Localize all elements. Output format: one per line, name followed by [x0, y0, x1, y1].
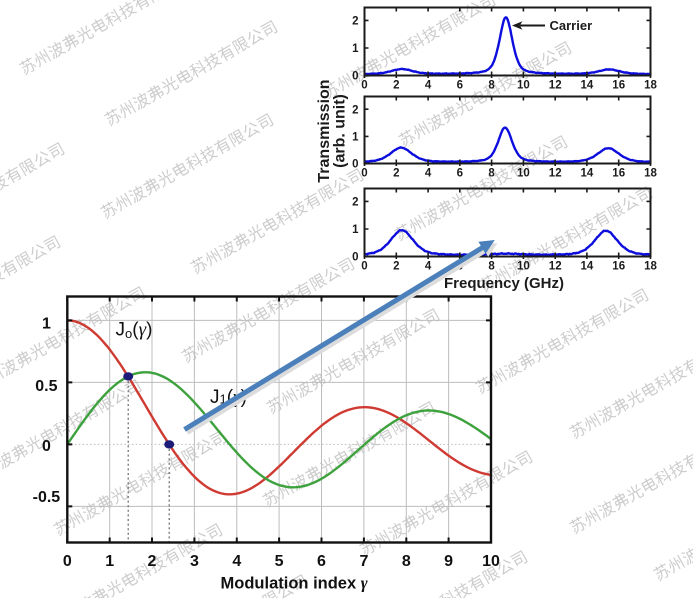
svg-text:0: 0 — [361, 80, 367, 92]
svg-text:6: 6 — [457, 80, 463, 92]
svg-text:14: 14 — [581, 168, 594, 180]
svg-text:16: 16 — [612, 80, 625, 92]
svg-text:10: 10 — [517, 168, 530, 180]
svg-text:16: 16 — [612, 168, 625, 180]
svg-text:4: 4 — [425, 168, 432, 180]
svg-text:1: 1 — [105, 553, 114, 570]
svg-text:0: 0 — [63, 553, 72, 570]
svg-text:2: 2 — [393, 168, 399, 180]
svg-text:4: 4 — [425, 80, 432, 92]
svg-text:2: 2 — [352, 197, 358, 209]
svg-text:0: 0 — [361, 261, 367, 273]
svg-text:10: 10 — [517, 261, 530, 273]
svg-text:10: 10 — [517, 80, 530, 92]
svg-text:2: 2 — [148, 553, 157, 570]
svg-text:2: 2 — [393, 80, 399, 92]
svg-text:8: 8 — [402, 553, 411, 570]
svg-text:0.5: 0.5 — [35, 378, 57, 395]
svg-text:-0.5: -0.5 — [33, 489, 61, 506]
svg-text:18: 18 — [644, 261, 657, 273]
svg-text:6: 6 — [457, 168, 463, 180]
svg-text:12: 12 — [549, 168, 562, 180]
svg-text:8: 8 — [488, 80, 495, 92]
svg-text:1: 1 — [352, 132, 359, 144]
svg-text:2: 2 — [352, 16, 358, 28]
svg-text:1: 1 — [352, 43, 359, 55]
svg-text:(arb. unit): (arb. unit) — [332, 94, 349, 168]
svg-text:Transmission: Transmission — [316, 79, 333, 182]
svg-text:Jo(γ): Jo(γ) — [116, 320, 153, 342]
svg-text:4: 4 — [232, 553, 241, 570]
svg-text:0: 0 — [352, 71, 358, 83]
svg-text:Modulation index γ: Modulation index γ — [221, 574, 368, 593]
svg-text:8: 8 — [488, 261, 495, 273]
svg-text:4: 4 — [425, 261, 432, 273]
svg-text:18: 18 — [644, 168, 657, 180]
svg-text:1: 1 — [352, 224, 359, 236]
svg-text:14: 14 — [581, 80, 594, 92]
svg-text:0: 0 — [42, 438, 51, 455]
svg-text:0: 0 — [361, 168, 367, 180]
svg-text:0: 0 — [352, 159, 358, 171]
svg-text:7: 7 — [359, 553, 368, 570]
svg-text:14: 14 — [581, 261, 594, 273]
svg-text:9: 9 — [444, 553, 453, 570]
svg-text:2: 2 — [352, 104, 358, 116]
svg-text:5: 5 — [275, 553, 284, 570]
svg-text:12: 12 — [549, 80, 562, 92]
svg-text:Carrier: Carrier — [550, 18, 593, 33]
svg-text:10: 10 — [482, 553, 500, 570]
svg-text:6: 6 — [317, 553, 326, 570]
svg-text:16: 16 — [612, 261, 625, 273]
svg-text:1: 1 — [42, 316, 51, 333]
svg-text:8: 8 — [488, 168, 495, 180]
svg-text:18: 18 — [644, 80, 657, 92]
svg-text:12: 12 — [549, 261, 562, 273]
svg-text:0: 0 — [352, 252, 358, 264]
svg-text:3: 3 — [190, 553, 199, 570]
svg-text:Frequency (GHz): Frequency (GHz) — [444, 275, 564, 292]
svg-text:2: 2 — [393, 261, 399, 273]
